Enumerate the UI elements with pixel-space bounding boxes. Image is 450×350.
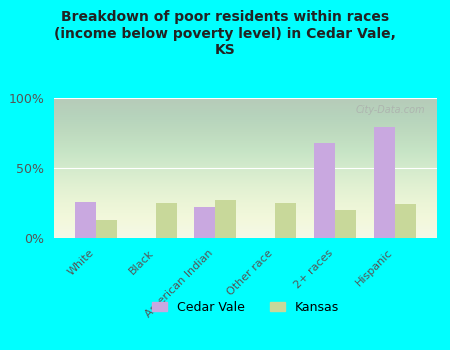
Bar <box>314 143 335 238</box>
Bar <box>156 203 176 238</box>
Legend: Cedar Vale, Kansas: Cedar Vale, Kansas <box>147 295 344 318</box>
Bar <box>335 210 356 238</box>
Bar <box>75 202 96 238</box>
Bar <box>194 207 216 238</box>
Text: City-Data.com: City-Data.com <box>356 105 425 115</box>
Bar <box>96 220 117 238</box>
Text: Breakdown of poor residents within races
(income below poverty level) in Cedar V: Breakdown of poor residents within races… <box>54 10 396 57</box>
Bar <box>395 204 416 238</box>
Bar <box>275 203 296 238</box>
Bar <box>216 200 236 238</box>
Bar <box>374 127 395 238</box>
